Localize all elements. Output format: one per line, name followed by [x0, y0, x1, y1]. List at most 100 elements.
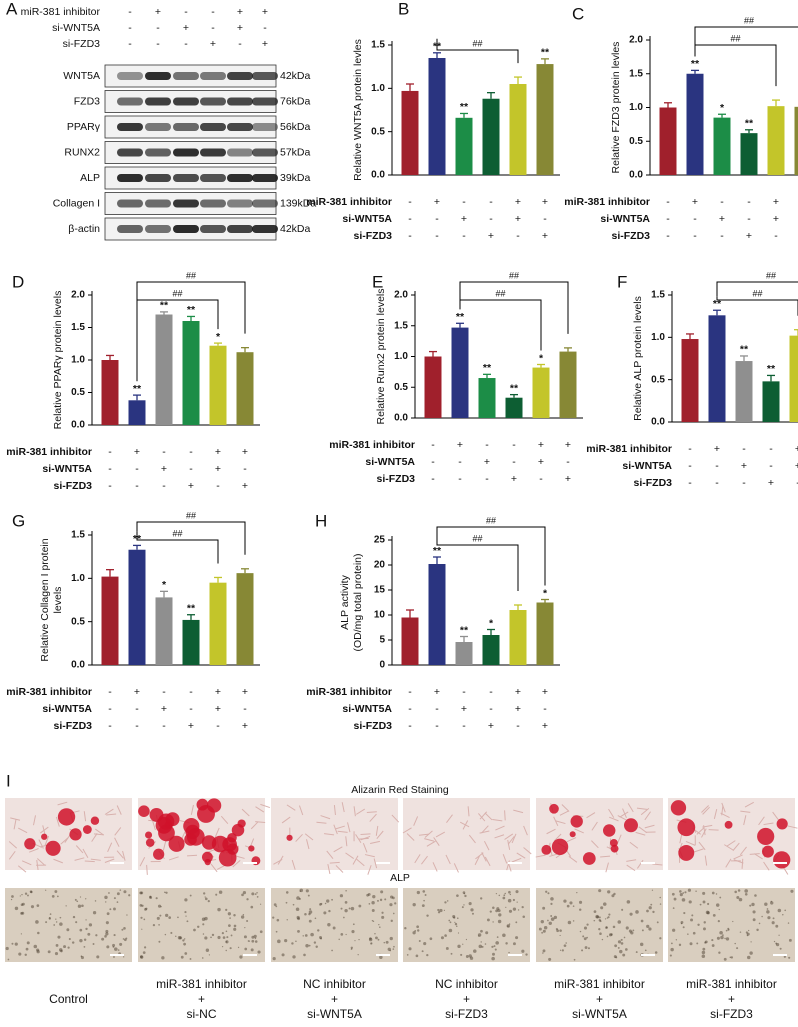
group-label: + — [728, 992, 735, 1006]
cell-streak — [772, 811, 779, 821]
mineral-nodule — [69, 828, 82, 841]
band — [117, 225, 143, 233]
y-tick-label: 2.0 — [629, 35, 643, 46]
condition-sign: + — [538, 439, 544, 451]
stain-dot — [240, 915, 245, 919]
stain-dot — [36, 950, 40, 954]
cell-streak — [504, 810, 506, 821]
cell-streak — [481, 825, 489, 834]
condition-sign: + — [434, 686, 440, 698]
cell-streak — [619, 811, 629, 818]
band — [117, 72, 143, 80]
condition-sign: - — [108, 686, 112, 698]
stain-dot — [770, 900, 772, 903]
stain-dot — [471, 912, 474, 915]
cell-streak — [553, 833, 562, 842]
bar — [794, 106, 798, 175]
cell-streak — [507, 839, 511, 850]
condition-sign: - — [408, 720, 412, 732]
band — [200, 72, 226, 80]
stain-dot — [512, 898, 516, 902]
stain-dot — [117, 949, 120, 951]
cell-streak — [753, 853, 763, 860]
cell-streak — [424, 830, 433, 838]
cell-streak — [8, 850, 16, 860]
cell-streak — [370, 840, 380, 844]
band — [173, 174, 199, 182]
stain-dot — [453, 916, 456, 919]
cell-streak — [494, 834, 505, 839]
cell-streak — [57, 801, 68, 806]
condition-sign: + — [488, 720, 494, 732]
cell-streak — [75, 845, 84, 854]
stain-dot — [205, 948, 210, 952]
band — [252, 123, 278, 131]
stain-dot — [502, 896, 506, 900]
stain-dot — [493, 945, 496, 948]
stain-dot — [586, 923, 589, 926]
cell-streak — [214, 827, 220, 838]
significance-star: ** — [133, 383, 142, 395]
stain-dot — [512, 942, 516, 946]
stain-dot — [119, 889, 122, 891]
condition-name: si-WNT5A — [342, 213, 392, 225]
cell-streak — [366, 811, 377, 814]
cell-streak — [362, 842, 368, 853]
mineral-nodule — [206, 798, 222, 813]
stain-dot — [354, 940, 356, 942]
stain-dot — [756, 928, 759, 932]
stain-dot — [139, 904, 143, 907]
stain-dot — [19, 895, 21, 897]
cell-streak — [744, 801, 754, 808]
bracket-label: ## — [186, 270, 196, 280]
cell-streak — [627, 803, 634, 813]
stain-dot — [573, 958, 576, 961]
stain-dot — [385, 940, 389, 944]
stain-dot — [736, 947, 739, 950]
stain-dot — [309, 908, 312, 911]
stain-dot — [485, 931, 489, 935]
stain-dot — [242, 913, 245, 916]
scale-bar — [110, 954, 124, 956]
bracket — [459, 299, 542, 351]
stain-dot — [625, 948, 628, 951]
stain-dot — [602, 902, 607, 906]
stain-dot — [605, 926, 608, 929]
stain-dot — [378, 924, 380, 926]
scale-bar — [376, 954, 390, 956]
significance-star: ** — [460, 624, 469, 636]
stain-dot — [506, 924, 511, 928]
cell-streak — [484, 812, 493, 821]
stain-dot — [164, 891, 166, 894]
condition-sign: - — [408, 196, 412, 208]
stain-dot — [457, 944, 461, 949]
group-label: si-NC — [187, 1007, 217, 1021]
stain-dot — [292, 903, 295, 906]
bar — [101, 360, 119, 425]
cell-streak — [326, 850, 334, 859]
condition-sign: + — [542, 196, 548, 208]
cell-streak — [495, 825, 505, 831]
cell-streak — [787, 825, 798, 829]
stain-dot — [248, 940, 251, 942]
stain-dot — [421, 950, 424, 953]
condition-sign: + — [215, 446, 221, 458]
cell-streak — [484, 856, 491, 867]
stain-dot — [189, 894, 192, 897]
stain-dot — [461, 906, 464, 909]
stain-dot — [711, 891, 715, 895]
cell-streak — [90, 858, 101, 861]
cell-streak — [353, 806, 356, 817]
condition-sign: - — [774, 230, 778, 242]
cell-streak — [38, 839, 44, 849]
condition-sign: + — [262, 6, 268, 18]
band — [117, 174, 143, 182]
cell-streak — [468, 834, 476, 844]
stain-dot — [543, 925, 548, 930]
bracket — [136, 299, 219, 382]
stain-dot — [744, 892, 748, 896]
condition-sign: + — [461, 703, 467, 715]
condition-sign: + — [511, 473, 517, 485]
stain-dot — [456, 894, 459, 898]
stain-dot — [83, 946, 86, 948]
